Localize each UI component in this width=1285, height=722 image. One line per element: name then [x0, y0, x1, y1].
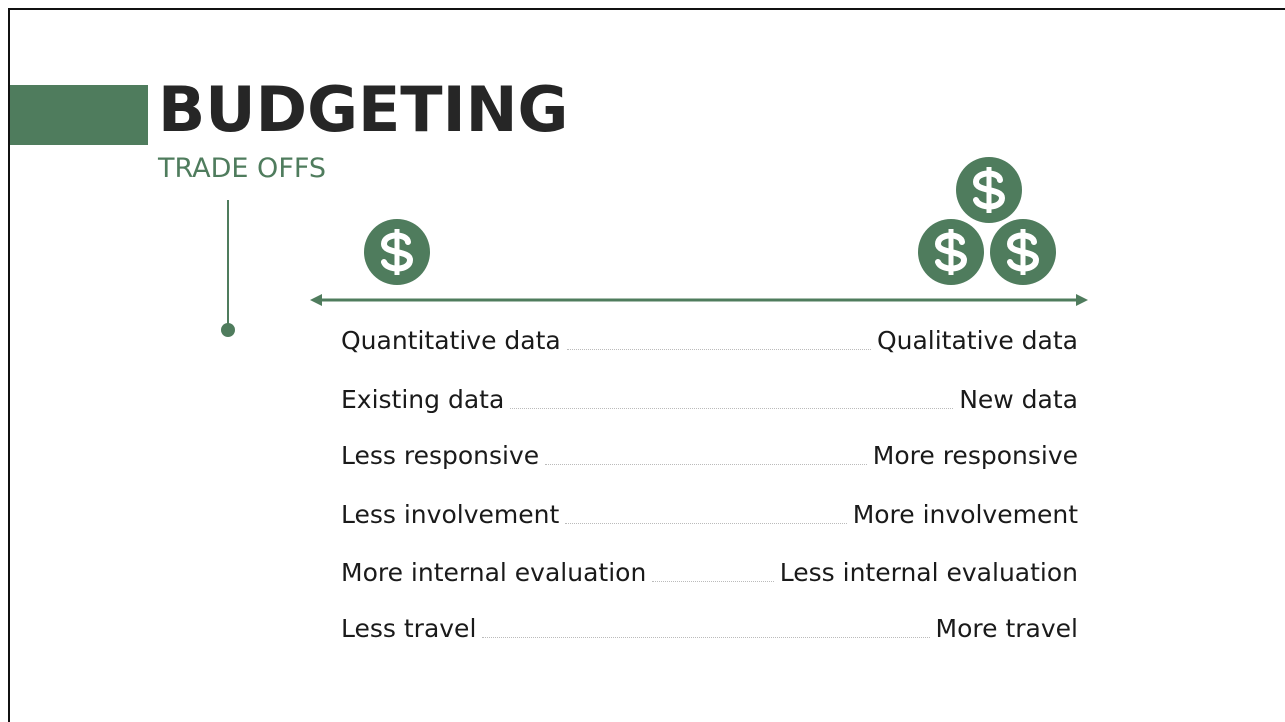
right-label: More travel — [935, 614, 1078, 643]
left-label: Less travel — [341, 614, 477, 643]
frame — [8, 8, 1285, 722]
trade-off-row: Less travel More travel — [341, 614, 1078, 644]
subtitle: TRADE OFFS — [158, 153, 327, 184]
trade-off-row: Less responsive More responsive — [341, 441, 1078, 471]
accent-bar — [10, 85, 148, 145]
arrow-head — [310, 294, 322, 306]
coin-icon — [956, 157, 1022, 223]
dotted-leader — [566, 349, 871, 350]
dotted-leader — [510, 408, 954, 409]
dotted-leader — [565, 523, 847, 524]
right-label: Less internal evaluation — [779, 558, 1078, 587]
trade-off-row: Less involvement More involvement — [341, 500, 1078, 530]
right-label: New data — [959, 385, 1078, 414]
trade-off-row: Existing data New data — [341, 385, 1078, 415]
coin-icon — [918, 219, 984, 285]
trade-off-row: More internal evaluation Less internal ev… — [341, 558, 1078, 588]
left-label: Quantitative data — [341, 326, 561, 355]
left-label: Existing data — [341, 385, 505, 414]
left-label: Less responsive — [341, 441, 540, 470]
left-label: More internal evaluation — [341, 558, 647, 587]
dotted-leader — [482, 637, 930, 638]
right-label: Qualitative data — [876, 326, 1078, 355]
dotted-leader — [652, 581, 774, 582]
coin-icon — [990, 219, 1056, 285]
title: BUDGETING — [158, 73, 569, 146]
trade-off-row: Quantitative data Qualitative data — [341, 326, 1078, 356]
arrow-head — [1076, 294, 1088, 306]
dotted-leader — [545, 464, 867, 465]
left-label: Less involvement — [341, 500, 560, 529]
coin-icon — [364, 219, 430, 285]
right-label: More responsive — [872, 441, 1078, 470]
connector-dot — [221, 323, 235, 337]
right-label: More involvement — [852, 500, 1078, 529]
